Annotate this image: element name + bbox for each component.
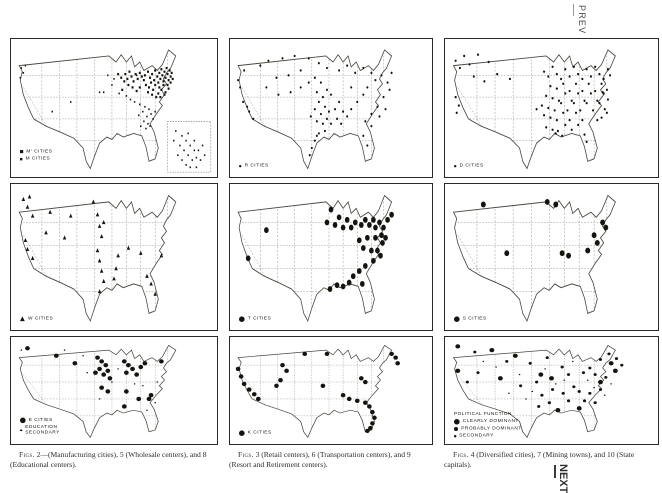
figure-grid: M′ CITIES M CITIES R CITIES D CITIES W CI…: [10, 38, 659, 445]
us-basemap: [236, 49, 428, 175]
us-map: [230, 39, 432, 177]
map-legend: E CITIES EDUCATION SECONDARY: [20, 417, 60, 436]
figure-captions: Figs. 2—(Manufacturing cities), 5 (Whole…: [10, 450, 659, 471]
map-legend: T CITIES: [239, 316, 271, 322]
legend-item: W CITIES: [20, 316, 53, 322]
legend-item: D CITIES: [454, 163, 484, 169]
legend-label: T CITIES: [247, 316, 272, 322]
document-viewer-page: { "window": { "background": "#ffffff", "…: [10, 4, 659, 493]
map-legend: M′ CITIES M CITIES: [20, 149, 52, 162]
us-map: [230, 337, 432, 444]
legend-item: M′ CITIES: [20, 149, 52, 155]
us-map: [445, 184, 658, 330]
map-legend: K CITIES: [239, 430, 272, 436]
us-map: [445, 39, 658, 177]
triangle-marker-icon: [20, 316, 25, 322]
caption-text: 3 (Retail centers), 6 (Transportation ce…: [229, 450, 411, 470]
city-points: [20, 346, 164, 411]
dot-marker-icon: [239, 316, 245, 322]
legend-item: CLEARLY DOMINANT: [454, 419, 522, 425]
prev-button[interactable]: PREV: [577, 5, 587, 35]
city-points: [21, 194, 164, 296]
us-basemap: [17, 194, 213, 327]
dot-marker-icon: [20, 429, 22, 432]
dot-marker-icon: [20, 150, 24, 154]
legend-item: R CITIES: [239, 163, 269, 169]
map-figure-manufacturing: M′ CITIES M CITIES: [10, 38, 218, 178]
legend-item: SECONDARY: [454, 433, 522, 439]
city-points: [19, 64, 174, 130]
legend-item: S CITIES: [454, 316, 487, 322]
us-basemap: [236, 345, 428, 443]
city-points: [480, 198, 609, 259]
map-figure-educational: E CITIES EDUCATION SECONDARY: [10, 336, 218, 445]
map-legend: D CITIES: [454, 163, 484, 169]
dot-marker-icon: [454, 435, 456, 438]
map-figure-state-capitals: POLITICAL FUNCTION CLEARLY DOMINANT PROBAB…: [444, 336, 659, 445]
next-divider: [554, 465, 556, 478]
caption-text: 2—(Manufacturing cities), 5 (Wholesale c…: [10, 450, 207, 470]
legend-item: EDUCATION SECONDARY: [20, 425, 60, 436]
city-points: [245, 206, 394, 292]
caption-lead: Figs.: [19, 450, 35, 459]
prev-divider: [573, 4, 574, 16]
legend-label: M′ CITIES: [26, 149, 53, 155]
caption-lead: Figs.: [238, 450, 254, 459]
map-figure-wholesale: W CITIES: [10, 183, 218, 331]
map-figure-transportation: T CITIES: [229, 183, 433, 331]
legend-title: POLITICAL FUNCTION: [454, 411, 512, 417]
dot-marker-icon: [454, 419, 460, 425]
legend-item: E CITIES: [20, 417, 60, 424]
city-points: [455, 344, 624, 413]
map-legend: S CITIES: [454, 316, 487, 322]
us-map: [11, 184, 217, 330]
dot-marker-icon: [239, 430, 245, 436]
map-legend: W CITIES: [20, 316, 53, 322]
us-map: [11, 39, 217, 177]
map-figure-retail: R CITIES: [229, 38, 433, 178]
map-figure-diversified: D CITIES: [444, 38, 659, 178]
dot-marker-icon: [454, 427, 458, 432]
legend-label: EDUCATION SECONDARY: [25, 424, 60, 436]
legend-item: PROBABLY DOMINANT: [454, 426, 522, 432]
dot-marker-icon: [20, 417, 26, 424]
us-basemap: [451, 194, 653, 327]
legend-label: E CITIES: [28, 417, 53, 423]
us-basemap: [236, 194, 428, 327]
legend-label: M CITIES: [25, 156, 51, 162]
dot-marker-icon: [239, 165, 242, 168]
legend-label: PROBABLY DOMINANT: [461, 426, 522, 432]
legend-label: D CITIES: [459, 163, 484, 169]
legend-label: SECONDARY: [459, 433, 494, 439]
map-figure-resort: K CITIES: [229, 336, 433, 445]
northeast-inset: [167, 121, 212, 173]
legend-label: R CITIES: [244, 163, 269, 169]
caption-column-2: Figs. 3 (Retail centers), 6 (Transportat…: [229, 450, 433, 471]
dot-marker-icon: [20, 158, 23, 161]
dot-marker-icon: [454, 165, 457, 168]
caption-text: 4 (Diversified cities), 7 (Mining towns)…: [444, 450, 635, 470]
legend-item: K CITIES: [239, 430, 272, 436]
city-points: [237, 54, 393, 157]
us-map: [445, 337, 658, 444]
city-points: [454, 53, 612, 144]
legend-item: M CITIES: [20, 156, 52, 162]
legend-label: W CITIES: [28, 316, 54, 322]
map-figure-mining: S CITIES: [444, 183, 659, 331]
legend-label: CLEARLY DOMINANT: [462, 419, 519, 425]
caption-column-3: Figs. 4 (Diversified cities), 7 (Mining …: [444, 450, 659, 471]
legend-label: S CITIES: [462, 316, 487, 322]
caption-column-1: Figs. 2—(Manufacturing cities), 5 (Whole…: [10, 450, 218, 471]
us-map: [11, 337, 217, 444]
legend-label: K CITIES: [247, 430, 272, 436]
legend-item: T CITIES: [239, 316, 271, 322]
caption-lead: Figs.: [453, 450, 469, 459]
map-legend: R CITIES: [239, 163, 269, 169]
map-legend: POLITICAL FUNCTION CLEARLY DOMINANT PROBAB…: [454, 412, 522, 439]
dot-marker-icon: [454, 316, 460, 322]
city-points: [235, 351, 400, 434]
us-map: [230, 184, 432, 330]
